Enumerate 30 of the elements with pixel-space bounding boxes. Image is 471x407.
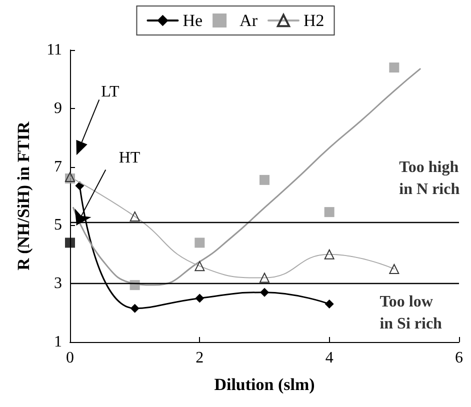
y-tick-label: 5 xyxy=(54,216,62,234)
legend-label: He xyxy=(182,11,203,30)
point xyxy=(260,288,269,297)
y-tick-label: 7 xyxy=(54,158,62,176)
y-tick-label: 1 xyxy=(54,334,62,350)
legend-label: H2 xyxy=(303,11,324,30)
point xyxy=(324,300,334,309)
point xyxy=(260,174,270,185)
annotation: LT xyxy=(101,84,120,101)
point xyxy=(65,238,75,248)
x-tick-label: 0 xyxy=(66,350,74,366)
point xyxy=(75,181,84,190)
annotation: Too low in Si rich xyxy=(380,293,442,332)
point xyxy=(130,280,140,290)
y-axis-title: R (NH/SiH) in FTIR xyxy=(14,120,33,270)
x-axis-title: Dilution (slm) xyxy=(214,375,315,394)
x-tick-label: 2 xyxy=(196,350,204,366)
point xyxy=(195,294,204,303)
point xyxy=(324,207,334,218)
point xyxy=(130,304,140,313)
y-tick-label: 3 xyxy=(54,275,62,292)
legend-label: Ar xyxy=(240,11,258,30)
x-tick-label: 6 xyxy=(455,350,463,366)
annotation: HT xyxy=(118,150,140,167)
x-tick-label: 4 xyxy=(325,350,334,366)
y-tick-label: 11 xyxy=(46,42,62,58)
point xyxy=(389,62,400,73)
annotation: Too high in N rich xyxy=(399,158,460,198)
y-tick-label: 9 xyxy=(54,100,62,117)
point xyxy=(194,238,205,248)
